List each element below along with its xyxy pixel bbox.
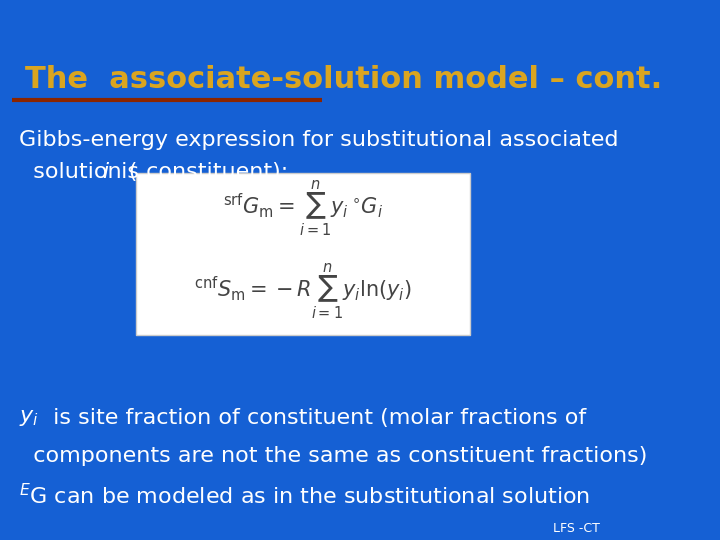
Text: LFS -CT: LFS -CT	[553, 522, 600, 535]
Text: i: i	[102, 162, 108, 182]
FancyBboxPatch shape	[136, 173, 470, 335]
Text: The  associate-solution model – cont.: The associate-solution model – cont.	[24, 65, 662, 94]
Text: components are not the same as constituent fractions): components are not the same as constitue…	[19, 446, 647, 465]
Text: $^{\mathrm{cnf}}S_{\mathrm{m}} = -R\sum_{i=1}^{n} y_i \ln(y_i)$: $^{\mathrm{cnf}}S_{\mathrm{m}} = -R\sum_…	[194, 262, 412, 321]
Text: $^{\mathrm{srf}}G_{\mathrm{m}} = \sum_{i=1}^{n} y_i\, {}^{\circ}G_i$: $^{\mathrm{srf}}G_{\mathrm{m}} = \sum_{i…	[223, 178, 383, 238]
Text: $y_i$: $y_i$	[19, 408, 38, 428]
Text: solution (: solution (	[19, 162, 137, 182]
Text: is site fraction of constituent (molar fractions of: is site fraction of constituent (molar f…	[46, 408, 587, 428]
Text: Gibbs-energy expression for substitutional associated: Gibbs-energy expression for substitution…	[19, 130, 618, 150]
Text: is constituent):: is constituent):	[114, 162, 289, 182]
Text: $^{E}$G can be modeled as in the substitutional solution: $^{E}$G can be modeled as in the substit…	[19, 483, 590, 509]
